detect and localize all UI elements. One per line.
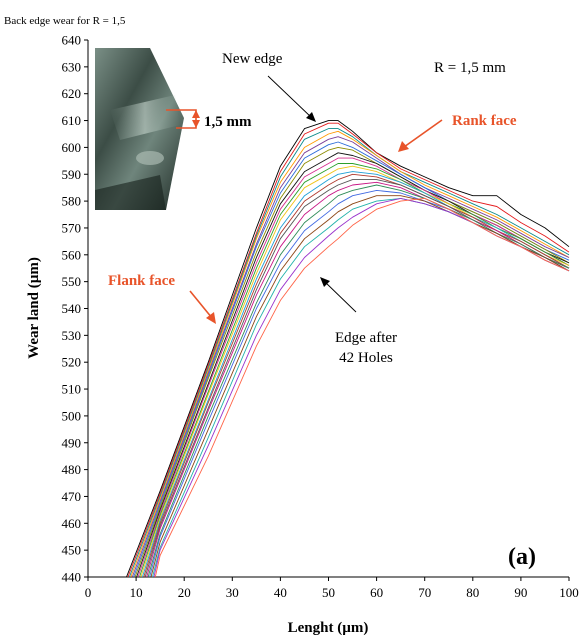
y-tick-label: 620 [62, 86, 82, 101]
rank-face-label: Rank face [452, 113, 517, 129]
series-line-12 [141, 171, 570, 578]
series-line-19 [152, 197, 570, 578]
x-tick-label: 80 [466, 585, 479, 600]
x-tick-label: 50 [322, 585, 335, 600]
y-tick-label: 630 [62, 59, 82, 74]
tool-photo-inset [95, 48, 200, 210]
y-axis-ticks: 440 450 460 470 480 490 500 510 520 530 540 550 560 5… [62, 33, 88, 585]
y-tick-label: 470 [62, 489, 82, 504]
edge-after-label-line1: Edge after [335, 330, 397, 346]
series-line-4 [130, 130, 570, 578]
panel-label: (a) [508, 544, 536, 570]
x-tick-label: 90 [514, 585, 527, 600]
y-tick-label: 440 [62, 570, 82, 585]
x-tick-label: 70 [418, 585, 431, 600]
series-line-7 [134, 146, 570, 578]
series-lines [126, 120, 570, 578]
y-tick-label: 610 [62, 113, 82, 128]
flank-face-arrow [189, 290, 213, 319]
y-tick-label: 550 [62, 274, 82, 289]
new-edge-arrow [267, 75, 313, 119]
new-edge-arrowhead [306, 112, 316, 122]
y-tick-label: 450 [62, 543, 82, 558]
y-tick-label: 460 [62, 516, 82, 531]
rank-face-arrow [403, 119, 443, 148]
x-axis-title: Lenght (µm) [288, 620, 369, 636]
figure-caption: Back edge wear for R = 1,5 [4, 15, 126, 27]
y-tick-label: 570 [62, 220, 82, 235]
new-edge-label: New edge [222, 51, 283, 67]
edge-after-label-line2: 42 Holes [339, 350, 393, 366]
flank-face-arrowhead [206, 312, 216, 324]
y-tick-label: 530 [62, 328, 82, 343]
x-tick-label: 10 [130, 585, 143, 600]
series-line-16 [147, 184, 570, 578]
y-axis-title: Wear land (µm) [26, 257, 42, 359]
y-tick-label: 540 [62, 301, 82, 316]
flank-face-label: Flank face [108, 273, 175, 289]
x-tick-label: 100 [559, 585, 579, 600]
y-tick-label: 640 [62, 33, 82, 48]
x-tick-label: 60 [370, 585, 383, 600]
inset-dimension-label: 1,5 mm [204, 114, 252, 130]
y-tick-label: 590 [62, 167, 82, 182]
x-tick-label: 0 [85, 585, 92, 600]
series-line-21 [154, 197, 570, 578]
series-line-1 [126, 120, 570, 578]
x-tick-label: 30 [226, 585, 239, 600]
series-line-3 [128, 128, 570, 578]
series-line-5 [131, 136, 570, 578]
series-line-10 [139, 163, 570, 578]
y-tick-label: 480 [62, 462, 82, 477]
edge-after-arrow [323, 280, 357, 313]
series-line-15 [146, 181, 570, 578]
series-line-9 [137, 157, 570, 578]
rank-face-arrowhead [398, 141, 409, 152]
y-tick-label: 520 [62, 355, 82, 370]
y-tick-label: 560 [62, 247, 82, 262]
x-axis-ticks: 0 10 20 30 40 50 60 70 80 90 100 [85, 577, 579, 600]
y-tick-label: 600 [62, 140, 82, 155]
edge-after-arrowhead [320, 277, 330, 287]
y-tick-label: 580 [62, 194, 82, 209]
series-line-2 [127, 122, 570, 578]
series-line-18 [150, 195, 570, 578]
radius-label: R = 1,5 mm [434, 60, 506, 76]
y-tick-label: 490 [62, 435, 82, 450]
x-tick-label: 20 [178, 585, 191, 600]
y-tick-label: 510 [62, 382, 82, 397]
x-tick-label: 40 [274, 585, 287, 600]
y-tick-label: 500 [62, 408, 82, 423]
